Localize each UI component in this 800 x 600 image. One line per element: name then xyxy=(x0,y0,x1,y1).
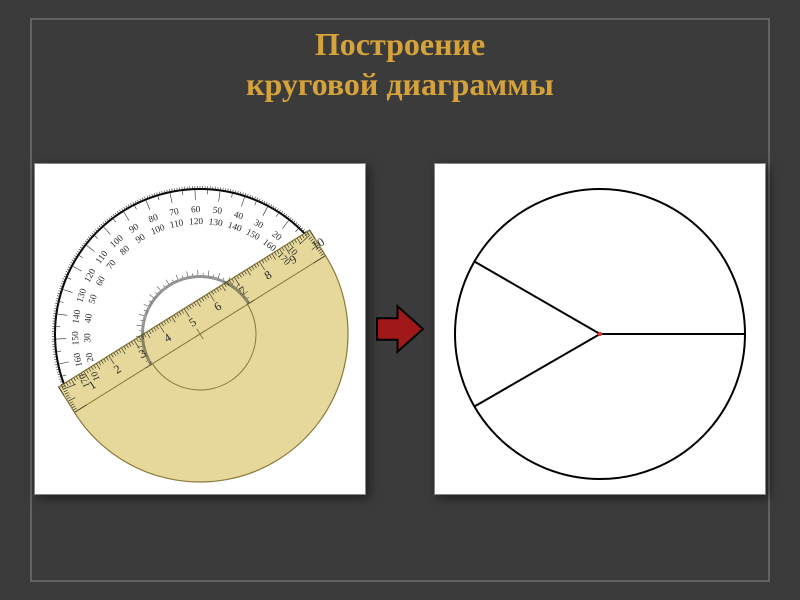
slide: Построение круговой диаграммы 1701016020… xyxy=(0,0,800,600)
svg-text:30: 30 xyxy=(83,333,93,343)
svg-text:130: 130 xyxy=(208,217,224,229)
title-line-1: Построение xyxy=(0,24,800,64)
svg-text:50: 50 xyxy=(212,206,223,217)
svg-text:60: 60 xyxy=(191,205,201,215)
svg-text:140: 140 xyxy=(71,309,83,325)
arrow-icon xyxy=(375,299,425,359)
svg-text:120: 120 xyxy=(189,217,204,227)
left-diagram: 1701016020150301404013050120601107010080… xyxy=(35,164,365,494)
panels-row: 1701016020150301404013050120601107010080… xyxy=(34,120,766,538)
right-diagram xyxy=(435,164,765,494)
svg-text:40: 40 xyxy=(84,313,95,324)
arrow-wrap xyxy=(374,299,426,359)
title-line-2: круговой диаграммы xyxy=(0,64,800,104)
svg-text:150: 150 xyxy=(71,331,81,346)
panel-right xyxy=(434,163,766,495)
panel-left: 1701016020150301404013050120601107010080… xyxy=(34,163,366,495)
page-title: Построение круговой диаграммы xyxy=(0,24,800,104)
